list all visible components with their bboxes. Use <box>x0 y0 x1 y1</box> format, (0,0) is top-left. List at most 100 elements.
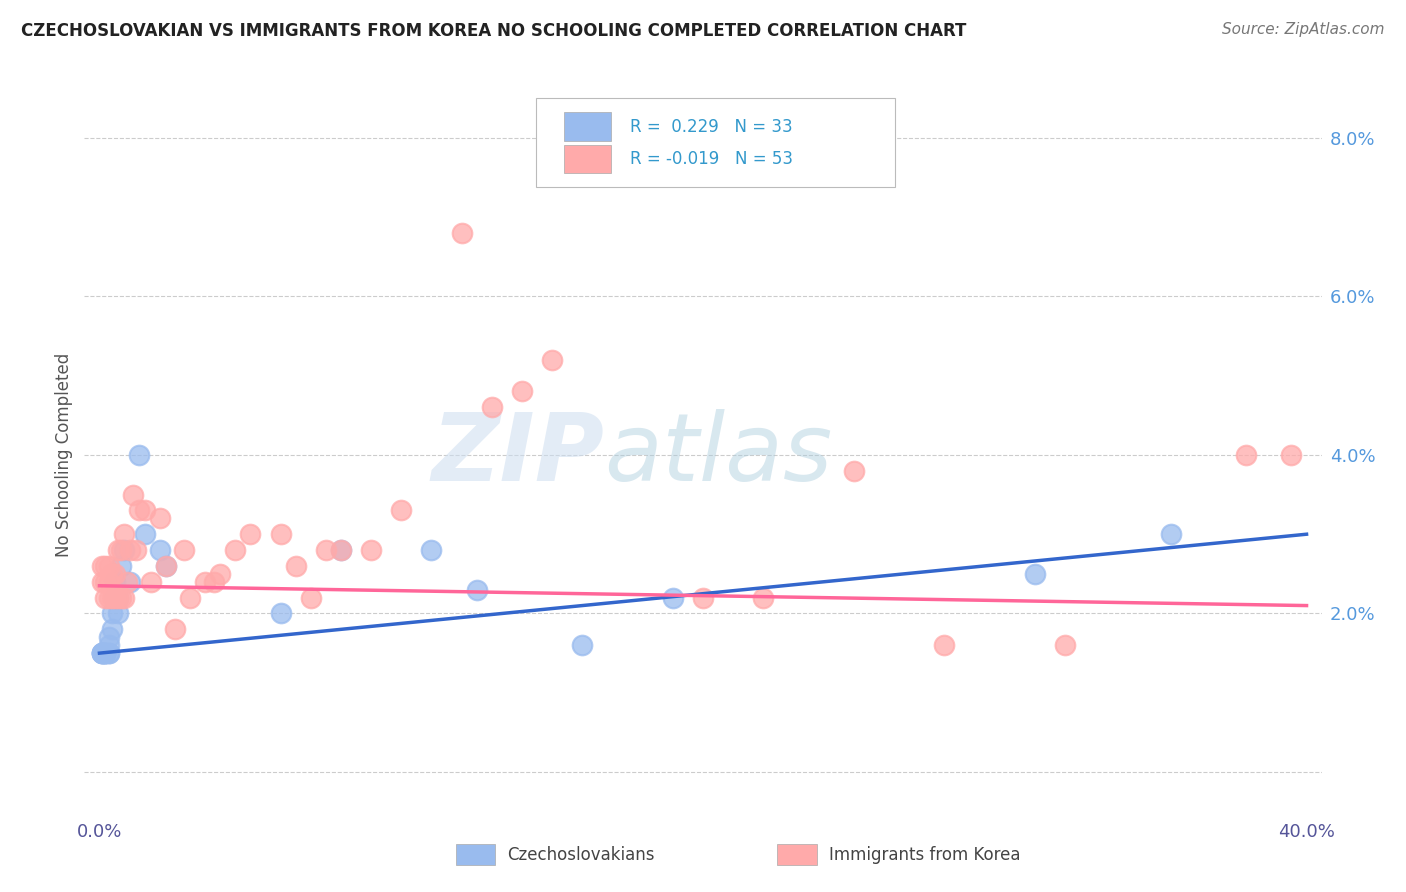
Point <box>91 574 114 589</box>
Y-axis label: No Schooling Completed: No Schooling Completed <box>55 353 73 557</box>
Point <box>94 646 117 660</box>
Point <box>107 543 129 558</box>
Point <box>934 638 956 652</box>
Point <box>270 527 292 541</box>
Point <box>194 574 217 589</box>
Point <box>110 591 132 605</box>
Point <box>100 607 122 621</box>
Point <box>124 543 146 558</box>
Point <box>149 511 172 525</box>
Point <box>173 543 195 558</box>
Point <box>97 646 120 660</box>
FancyBboxPatch shape <box>564 145 612 173</box>
Point <box>149 543 172 558</box>
Point <box>97 630 120 644</box>
Point <box>224 543 246 558</box>
Point <box>662 591 685 605</box>
Point <box>128 503 150 517</box>
Point <box>329 543 352 558</box>
Text: ZIP: ZIP <box>432 409 605 501</box>
Point <box>112 543 135 558</box>
Point <box>1281 448 1303 462</box>
Point <box>1024 566 1046 581</box>
Point <box>270 607 292 621</box>
Point <box>465 582 488 597</box>
Point <box>155 558 177 573</box>
Point <box>94 574 117 589</box>
FancyBboxPatch shape <box>456 844 495 865</box>
Point <box>97 646 120 660</box>
Point <box>110 558 132 573</box>
Point <box>94 591 117 605</box>
Point <box>121 487 143 501</box>
Point <box>100 623 122 637</box>
Text: atlas: atlas <box>605 409 832 500</box>
Point <box>103 591 125 605</box>
Point <box>329 543 352 558</box>
Point <box>94 558 117 573</box>
Point <box>1054 638 1077 652</box>
Point <box>134 503 156 517</box>
Point <box>1160 527 1182 541</box>
Point <box>97 638 120 652</box>
Point <box>299 591 322 605</box>
Point <box>115 574 138 589</box>
Point <box>481 401 503 415</box>
Point <box>571 638 593 652</box>
Point <box>97 558 120 573</box>
Point <box>1234 448 1257 462</box>
Text: CZECHOSLOVAKIAN VS IMMIGRANTS FROM KOREA NO SCHOOLING COMPLETED CORRELATION CHAR: CZECHOSLOVAKIAN VS IMMIGRANTS FROM KOREA… <box>21 22 966 40</box>
Point <box>103 574 125 589</box>
Point <box>315 543 337 558</box>
Point <box>752 591 775 605</box>
Point <box>107 591 129 605</box>
Point <box>163 623 186 637</box>
Point <box>389 503 412 517</box>
Point <box>94 646 117 660</box>
Point <box>209 566 232 581</box>
Point <box>112 527 135 541</box>
Point <box>541 352 564 367</box>
FancyBboxPatch shape <box>564 112 612 141</box>
Point <box>239 527 262 541</box>
FancyBboxPatch shape <box>778 844 817 865</box>
Point <box>118 543 141 558</box>
Point <box>91 558 114 573</box>
Point <box>97 591 120 605</box>
Point <box>91 646 114 660</box>
Point <box>112 591 135 605</box>
Point <box>450 226 472 240</box>
Text: Immigrants from Korea: Immigrants from Korea <box>830 846 1021 863</box>
Point <box>692 591 714 605</box>
Point <box>202 574 225 589</box>
Point <box>97 574 120 589</box>
Point <box>103 566 125 581</box>
Text: R = -0.019   N = 53: R = -0.019 N = 53 <box>630 150 793 168</box>
Point <box>94 646 117 660</box>
Point <box>128 448 150 462</box>
Point <box>91 646 114 660</box>
FancyBboxPatch shape <box>536 98 894 187</box>
Point <box>510 384 533 399</box>
Point <box>107 607 129 621</box>
Text: R =  0.229   N = 33: R = 0.229 N = 33 <box>630 118 793 136</box>
Point <box>420 543 443 558</box>
Point <box>179 591 201 605</box>
Point <box>103 591 125 605</box>
Text: Source: ZipAtlas.com: Source: ZipAtlas.com <box>1222 22 1385 37</box>
Point <box>91 646 114 660</box>
Text: Czechoslovakians: Czechoslovakians <box>508 846 655 863</box>
Point <box>360 543 382 558</box>
Point <box>134 527 156 541</box>
Point <box>94 646 117 660</box>
Point <box>100 591 122 605</box>
Point <box>110 543 132 558</box>
Point <box>91 646 114 660</box>
Point <box>284 558 307 573</box>
Point <box>842 464 865 478</box>
Point <box>107 591 129 605</box>
Point <box>139 574 162 589</box>
Point <box>155 558 177 573</box>
Point <box>118 574 141 589</box>
Point <box>100 566 122 581</box>
